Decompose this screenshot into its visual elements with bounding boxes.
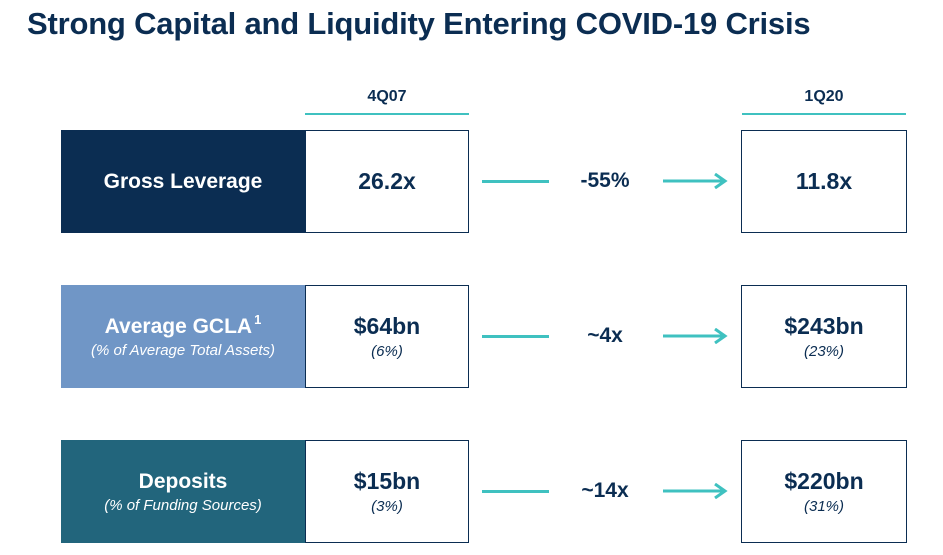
average-gcla-1q20-value: $243bn — [784, 313, 864, 340]
deposits-1q20-value: $220bn — [784, 468, 864, 495]
average-gcla-change: ~4x — [587, 324, 623, 347]
deposits-1q20-box: $220bn (31%) — [741, 440, 907, 543]
gross-leverage-label-box: Gross Leverage — [61, 130, 305, 233]
deposits-label-box: Deposits (% of Funding Sources) — [61, 440, 305, 543]
footnote-marker: 1 — [254, 312, 262, 328]
gross-leverage-change: -55% — [580, 169, 630, 192]
average-gcla-4q07-percent: (6%) — [371, 342, 403, 360]
average-gcla-1q20-box: $243bn (23%) — [741, 285, 907, 388]
column-header-1q20: 1Q20 — [804, 88, 844, 105]
arrow-right-icon — [663, 173, 728, 189]
deposits-connector-line — [482, 490, 549, 493]
average-gcla-4q07-box: $64bn (6%) — [305, 285, 469, 388]
gross-leverage-4q07-value: 26.2x — [358, 167, 416, 194]
page-title: Strong Capital and Liquidity Entering CO… — [27, 6, 811, 41]
average-gcla-label-line: Average GCLA 1 — [104, 312, 262, 339]
deposits-change: ~14x — [581, 479, 629, 502]
column-underline-left — [305, 113, 469, 115]
column-underline-right — [742, 113, 906, 115]
gross-leverage-1q20-value: 11.8x — [795, 167, 853, 194]
deposits-4q07-box: $15bn (3%) — [305, 440, 469, 543]
deposits-label: Deposits — [138, 470, 228, 494]
average-gcla-sublabel: (% of Average Total Assets) — [91, 341, 275, 359]
average-gcla-1q20-percent: (23%) — [803, 342, 844, 360]
gross-leverage-4q07-box: 26.2x — [305, 130, 469, 233]
gross-leverage-connector-line — [482, 180, 549, 183]
gross-leverage-label: Gross Leverage — [103, 169, 263, 193]
gross-leverage-1q20-box: 11.8x — [741, 130, 907, 233]
arrow-right-icon — [663, 328, 728, 344]
average-gcla-connector-line — [482, 335, 549, 338]
column-header-4q07: 4Q07 — [367, 88, 407, 105]
arrow-right-icon — [663, 483, 728, 499]
deposits-4q07-value: $15bn — [353, 468, 421, 495]
deposits-4q07-percent: (3%) — [371, 497, 403, 515]
average-gcla-4q07-value: $64bn — [353, 313, 421, 340]
average-gcla-label: Average GCLA — [104, 315, 253, 339]
deposits-1q20-percent: (31%) — [803, 497, 844, 515]
deposits-sublabel: (% of Funding Sources) — [104, 496, 262, 514]
average-gcla-label-box: Average GCLA 1 (% of Average Total Assets… — [61, 285, 305, 388]
